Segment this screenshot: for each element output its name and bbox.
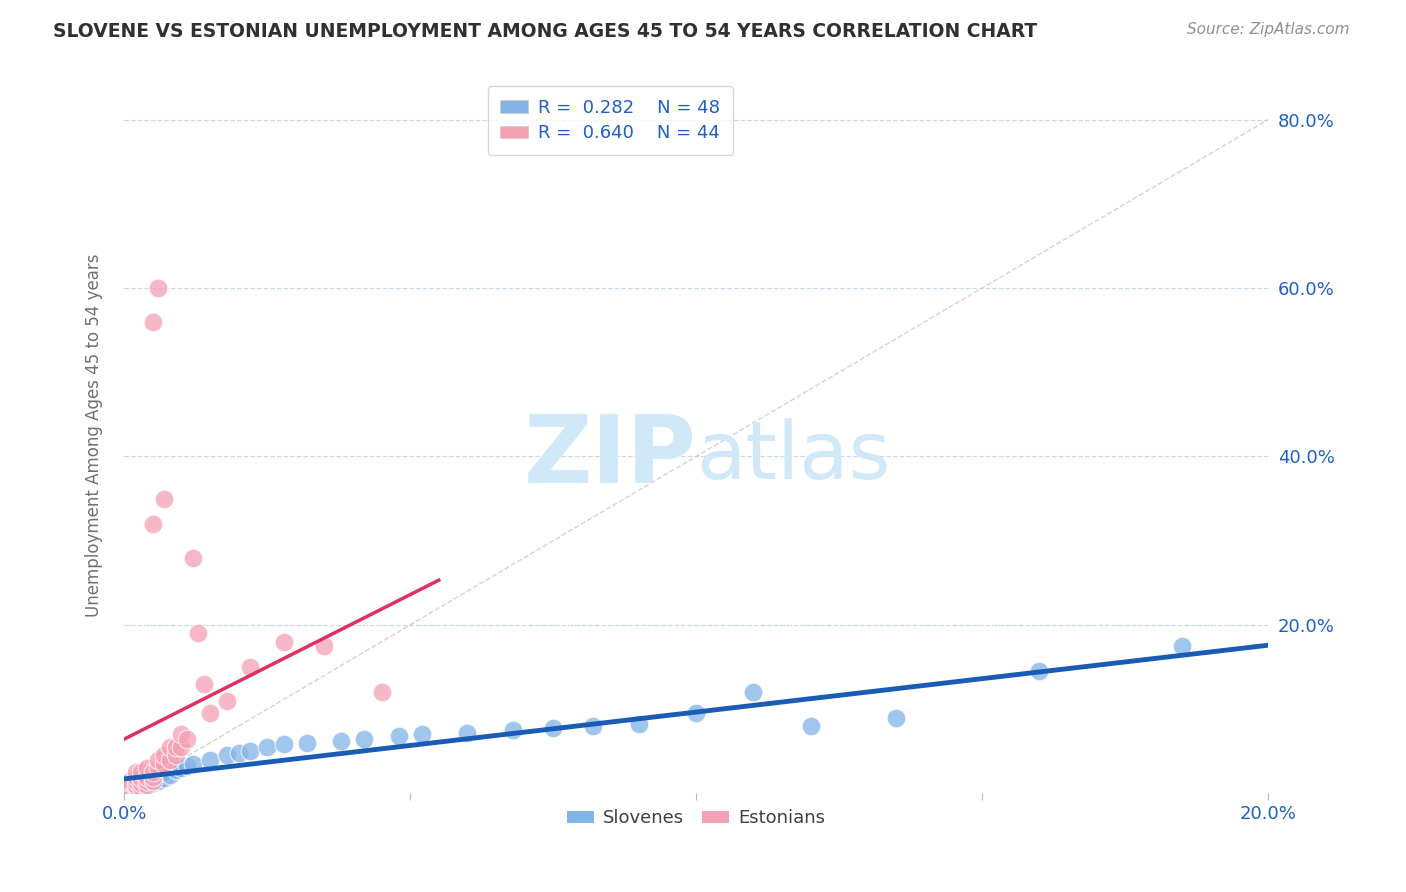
Point — [742, 685, 765, 699]
Point — [370, 685, 392, 699]
Point — [118, 780, 141, 794]
Point — [148, 753, 170, 767]
Point — [159, 768, 181, 782]
Point — [124, 773, 146, 788]
Point — [136, 770, 159, 784]
Point — [217, 748, 239, 763]
Point — [148, 761, 170, 775]
Point — [228, 746, 250, 760]
Point — [165, 763, 187, 777]
Point — [582, 719, 605, 733]
Point — [124, 778, 146, 792]
Point — [886, 710, 908, 724]
Point — [129, 773, 152, 788]
Point — [136, 778, 159, 792]
Point — [165, 739, 187, 754]
Point — [129, 780, 152, 794]
Point — [118, 782, 141, 797]
Point — [124, 773, 146, 788]
Point — [239, 660, 262, 674]
Point — [176, 731, 198, 746]
Point — [142, 770, 165, 784]
Point — [129, 765, 152, 780]
Point — [142, 765, 165, 780]
Point — [193, 677, 215, 691]
Point — [124, 780, 146, 794]
Point — [124, 776, 146, 790]
Text: ZIP: ZIP — [523, 411, 696, 503]
Point — [153, 756, 176, 771]
Point — [118, 773, 141, 788]
Point — [502, 723, 524, 738]
Point — [142, 776, 165, 790]
Point — [118, 780, 141, 794]
Point — [541, 721, 564, 735]
Point — [1028, 664, 1050, 678]
Point — [314, 639, 336, 653]
Point — [353, 731, 375, 746]
Point — [153, 765, 176, 780]
Point — [118, 782, 141, 797]
Y-axis label: Unemployment Among Ages 45 to 54 years: Unemployment Among Ages 45 to 54 years — [86, 253, 103, 617]
Point — [187, 626, 209, 640]
Point — [1171, 639, 1194, 653]
Point — [142, 315, 165, 329]
Point — [142, 770, 165, 784]
Point — [170, 727, 193, 741]
Point — [124, 780, 146, 794]
Point — [124, 781, 146, 796]
Point — [129, 771, 152, 785]
Point — [142, 773, 165, 788]
Point — [198, 753, 221, 767]
Point — [685, 706, 707, 721]
Point — [176, 759, 198, 773]
Point — [124, 765, 146, 780]
Point — [456, 725, 478, 739]
Point — [136, 771, 159, 785]
Point — [142, 516, 165, 531]
Point — [129, 776, 152, 790]
Point — [273, 738, 295, 752]
Point — [239, 744, 262, 758]
Point — [217, 694, 239, 708]
Point — [118, 778, 141, 792]
Point — [181, 756, 204, 771]
Point — [170, 739, 193, 754]
Point — [153, 748, 176, 763]
Point — [153, 771, 176, 785]
Point — [136, 778, 159, 792]
Point — [159, 753, 181, 767]
Point — [148, 770, 170, 784]
Point — [118, 776, 141, 790]
Text: atlas: atlas — [696, 417, 890, 496]
Point — [388, 729, 411, 743]
Point — [136, 776, 159, 790]
Point — [124, 770, 146, 784]
Point — [148, 773, 170, 788]
Point — [295, 736, 318, 750]
Point — [627, 717, 650, 731]
Point — [136, 761, 159, 775]
Point — [165, 748, 187, 763]
Point — [170, 761, 193, 775]
Point — [273, 634, 295, 648]
Point — [129, 778, 152, 792]
Point — [256, 739, 278, 754]
Point — [330, 734, 353, 748]
Point — [159, 739, 181, 754]
Point — [129, 776, 152, 790]
Point — [136, 773, 159, 788]
Text: SLOVENE VS ESTONIAN UNEMPLOYMENT AMONG AGES 45 TO 54 YEARS CORRELATION CHART: SLOVENE VS ESTONIAN UNEMPLOYMENT AMONG A… — [53, 22, 1038, 41]
Text: Source: ZipAtlas.com: Source: ZipAtlas.com — [1187, 22, 1350, 37]
Point — [148, 281, 170, 295]
Point — [799, 719, 821, 733]
Point — [198, 706, 221, 721]
Point — [411, 727, 433, 741]
Legend: Slovenes, Estonians: Slovenes, Estonians — [560, 802, 832, 834]
Point — [142, 773, 165, 788]
Point — [153, 491, 176, 506]
Point — [129, 780, 152, 794]
Point — [181, 550, 204, 565]
